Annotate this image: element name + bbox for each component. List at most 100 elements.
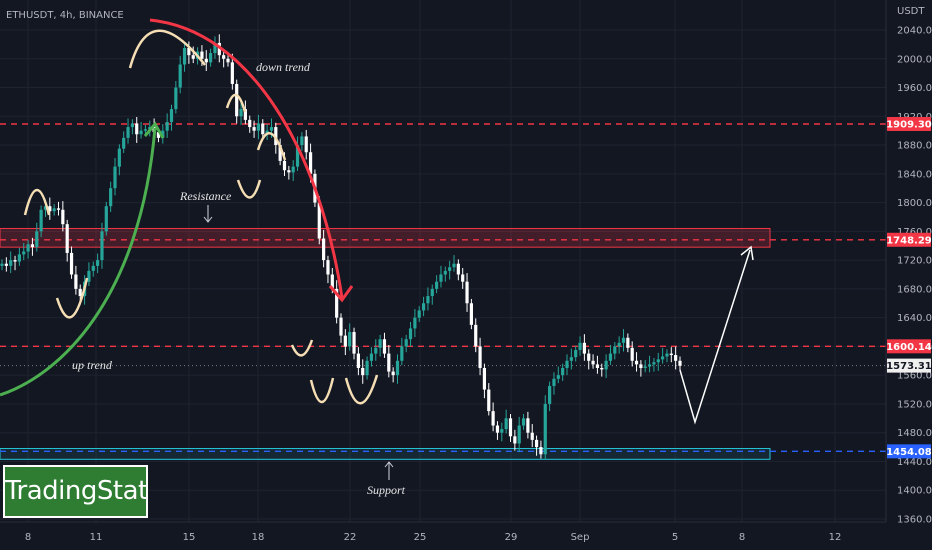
- y-tick-label: 1480.00: [897, 428, 932, 439]
- candle: [122, 131, 126, 153]
- candle: [600, 363, 604, 377]
- candle: [621, 329, 626, 352]
- candle: [4, 257, 8, 272]
- time-axis[interactable]: 8 11 15 18 22 25 29 Sep 5 8 12: [25, 532, 842, 543]
- pattern-curve: [309, 377, 335, 404]
- candle: [169, 104, 174, 131]
- candle: [378, 334, 382, 357]
- up-trend-arrow: [0, 127, 157, 397]
- price-badge: [887, 116, 931, 131]
- price-badge-label: 1454.08: [886, 447, 932, 458]
- candle: [630, 341, 634, 367]
- candle: [248, 115, 252, 133]
- candle: [243, 100, 247, 125]
- down-trend-arrowhead: [328, 285, 354, 303]
- candle: [435, 275, 439, 294]
- candle: [487, 383, 491, 416]
- candle: [582, 334, 586, 361]
- candle: [361, 359, 365, 384]
- candle: [69, 246, 74, 279]
- x-tick-label: 11: [90, 532, 103, 543]
- price-badge-label: 1909.30: [886, 119, 932, 130]
- candle: [387, 344, 391, 378]
- resistance-zone: [0, 227, 771, 248]
- y-tick-label: 1800.00: [897, 198, 932, 209]
- candle: [491, 402, 495, 432]
- candle: [452, 255, 456, 272]
- pattern-curve: [128, 29, 206, 69]
- candle: [278, 138, 282, 166]
- x-tick-label: 12: [829, 532, 842, 543]
- candle: [109, 181, 113, 212]
- candle: [369, 347, 374, 367]
- candle: [56, 201, 61, 216]
- candle: [126, 118, 130, 144]
- candle: [643, 360, 647, 373]
- candle: [404, 334, 408, 353]
- candle: [39, 205, 43, 238]
- y-tick-label: 1560.00: [897, 371, 932, 382]
- resistance-pointer: [203, 205, 213, 223]
- price-badge: [887, 339, 931, 354]
- x-tick-label: 18: [252, 532, 265, 543]
- grid: [0, 0, 886, 522]
- projection-path: [679, 249, 751, 425]
- candle: [22, 242, 26, 261]
- candle: [613, 342, 617, 360]
- candle: [395, 354, 400, 384]
- candle: [374, 339, 378, 361]
- down-trend-arrow: [149, 18, 344, 299]
- y-tick-label: 1640.00: [897, 313, 932, 324]
- candle: [448, 260, 452, 280]
- candle: [322, 229, 326, 268]
- candle: [617, 336, 621, 354]
- candle: [139, 122, 143, 139]
- y-tick-label: 1960.00: [897, 83, 932, 94]
- pattern-curve: [256, 131, 287, 161]
- y-tick-label: 2000.00: [897, 54, 932, 65]
- candle: [204, 50, 208, 71]
- candle: [456, 259, 460, 281]
- candle: [595, 355, 600, 374]
- support-zone: [0, 448, 771, 460]
- candle: [339, 313, 343, 343]
- candle: [591, 354, 595, 369]
- candle: [0, 259, 4, 271]
- candle: [91, 261, 95, 277]
- support-pointer: [384, 461, 394, 480]
- candle: [100, 222, 104, 269]
- candle: [213, 36, 217, 59]
- candle: [495, 421, 500, 440]
- candle: [465, 273, 469, 312]
- candle: [543, 395, 547, 461]
- candle: [639, 360, 643, 377]
- candle: [178, 55, 182, 94]
- candle: [348, 323, 352, 351]
- candle: [504, 409, 508, 434]
- candle: [530, 424, 534, 448]
- up-trend-arrowhead: [143, 121, 165, 139]
- projection-arrowhead: [740, 245, 754, 261]
- y-tick-label: 1400.00: [897, 486, 932, 497]
- candles: [0, 34, 682, 461]
- candle: [408, 321, 413, 347]
- candle: [391, 367, 395, 383]
- candle: [304, 129, 308, 160]
- candle: [678, 356, 682, 371]
- candle: [48, 197, 52, 220]
- y-tick-label: 2040.00: [897, 26, 932, 37]
- candle: [674, 346, 678, 370]
- candle: [26, 239, 30, 259]
- candle: [430, 284, 434, 305]
- candle: [417, 306, 421, 322]
- candle: [252, 120, 256, 138]
- candle: [474, 318, 478, 353]
- candle: [291, 160, 295, 182]
- currency-label: USDT: [897, 6, 925, 17]
- pattern-curve: [344, 374, 379, 405]
- price-badge: [887, 358, 931, 373]
- candle: [513, 429, 517, 451]
- y-tick-label: 1360.00: [897, 515, 932, 526]
